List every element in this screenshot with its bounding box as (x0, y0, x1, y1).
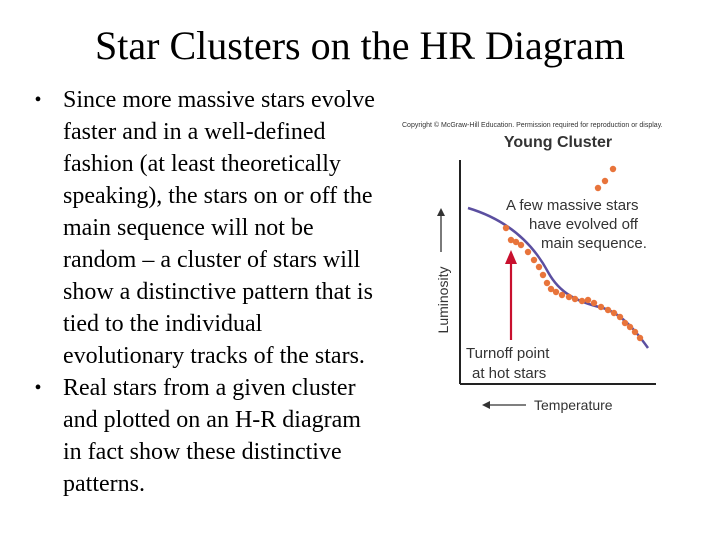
bullet-marker: • (34, 89, 42, 111)
arrow-left-icon (482, 401, 490, 409)
star-dot (547, 285, 555, 293)
arrow-head-icon (437, 208, 445, 216)
turnoff-label-line: Turnoff point (466, 345, 550, 362)
star-dot (584, 296, 592, 304)
bullet-text: Since more massive stars evolve faster a… (63, 87, 375, 369)
hr-diagram-figure: Copyright © McGraw-Hill Education. Permi… (402, 121, 663, 413)
annotation-line: A few massive stars (506, 197, 639, 214)
star-dot (601, 177, 609, 185)
star-dot (636, 334, 644, 342)
y-axis-label: Luminosity (435, 267, 451, 334)
turnoff-arrow-head-icon (505, 250, 517, 264)
star-dot (571, 295, 579, 303)
figure-title: Young Cluster (504, 134, 612, 151)
star-dot (558, 291, 566, 299)
star-dot (502, 224, 510, 232)
annotation-line: have evolved off (529, 216, 639, 233)
star-dot (524, 248, 532, 256)
star-dot (604, 306, 612, 314)
star-dot (610, 309, 618, 317)
star-dot (512, 238, 520, 246)
bullet-text: Real stars from a given cluster and plot… (63, 375, 361, 497)
star-dot (530, 256, 538, 264)
star-dot (621, 319, 629, 327)
star-dot (631, 328, 639, 336)
star-dot (543, 279, 551, 287)
bullet-marker: • (34, 377, 42, 399)
star-dot (616, 313, 624, 321)
star-dot (552, 288, 560, 296)
bullet-list: • Since more massive stars evolve faster… (28, 84, 388, 500)
star-dot (578, 297, 586, 305)
slide-title: Star Clusters on the HR Diagram (95, 23, 625, 68)
star-dot (535, 263, 543, 271)
star-dot (517, 241, 525, 249)
star-dot (609, 165, 617, 173)
x-axis-label: Temperature (534, 397, 613, 413)
star-dot (539, 271, 547, 279)
bullet-item: • Since more massive stars evolve faster… (28, 84, 388, 372)
star-dot (590, 299, 598, 307)
star-dot (626, 323, 634, 331)
star-dot (594, 184, 602, 192)
copyright-notice: Copyright © McGraw-Hill Education. Permi… (402, 121, 663, 129)
star-dot (507, 236, 515, 244)
star-dot (597, 303, 605, 311)
cluster-dots (502, 165, 644, 342)
annotation-line: main sequence. (541, 235, 647, 252)
bullet-item: • Real stars from a given cluster and pl… (28, 372, 388, 500)
turnoff-label-line: at hot stars (472, 365, 546, 382)
star-dot (565, 293, 573, 301)
